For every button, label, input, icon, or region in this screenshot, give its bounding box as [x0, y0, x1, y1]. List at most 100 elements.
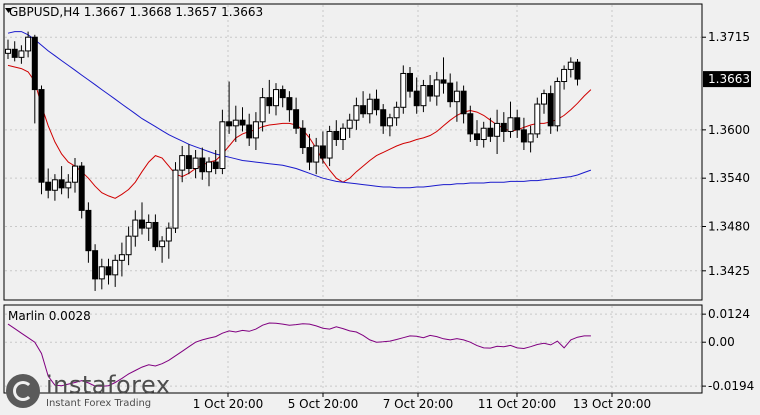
watermark-name: instaforex: [46, 371, 171, 399]
candle-body: [373, 98, 380, 111]
candle: [252, 112, 259, 150]
candle: [179, 145, 186, 183]
candle-body: [92, 250, 99, 280]
indicator-gridlines: [5, 306, 701, 392]
candle: [380, 104, 387, 134]
price-tick-label: 1.3600: [708, 123, 750, 137]
indicator-tick-label: 0.0124: [708, 307, 750, 321]
indicator-tick-label: -0.0194: [708, 379, 754, 393]
collapse-arrow-icon[interactable]: [5, 8, 12, 13]
candle-body: [78, 165, 85, 211]
current-price-box: [703, 71, 751, 88]
candle-body: [172, 169, 179, 229]
candle-body: [534, 103, 541, 135]
current-price-label: 1.3663: [708, 72, 750, 86]
candle: [132, 210, 139, 247]
candle: [286, 91, 293, 122]
candle-body: [386, 117, 393, 127]
candle-body: [98, 266, 105, 280]
candle: [547, 85, 554, 134]
candle: [105, 258, 112, 285]
candle: [574, 58, 581, 86]
candle-body: [487, 127, 494, 137]
candle: [18, 45, 25, 64]
marlin-series-line: [7, 322, 591, 387]
indicator-plot-frame: [3, 304, 703, 394]
candle-body: [427, 85, 434, 97]
candle: [420, 79, 427, 113]
candle-body: [433, 79, 440, 97]
candle: [279, 85, 286, 108]
candle-body: [72, 165, 78, 183]
main-panel: GBPUSD,H4 1.3667 1.3668 1.3657 1.3663: [3, 3, 703, 301]
candle: [232, 105, 239, 142]
candlesticks: [5, 31, 581, 291]
candle-body: [259, 97, 266, 123]
candle: [145, 214, 152, 242]
candle: [293, 97, 300, 134]
candle: [112, 254, 119, 287]
candle-body: [65, 181, 72, 189]
candle-body: [561, 68, 568, 83]
candle-body: [31, 36, 38, 91]
candle: [480, 121, 487, 148]
indicator-axis: 0.0124 0.00 -0.0194: [702, 307, 754, 393]
candle-body: [467, 113, 474, 135]
candle-body: [407, 72, 413, 92]
candle-body: [179, 155, 186, 171]
candle-body: [118, 254, 125, 261]
candle-body: [460, 90, 467, 115]
candle-body: [132, 219, 139, 237]
candle-body: [306, 147, 313, 163]
candle-body: [232, 119, 239, 127]
candle-body: [139, 219, 145, 229]
candle-body: [165, 227, 172, 242]
time-axis: 1 Oct 20:00 5 Oct 20:00 7 Oct 20:00 11 Oct …: [193, 393, 651, 411]
candle: [427, 75, 434, 102]
candle: [373, 89, 380, 116]
candle: [400, 65, 407, 114]
candle: [206, 157, 212, 187]
candle-body: [45, 181, 52, 191]
candle: [192, 149, 199, 179]
candle: [51, 174, 58, 201]
candle-body: [266, 97, 273, 107]
marlin-line: [7, 322, 591, 387]
candle: [25, 31, 32, 58]
candle: [487, 117, 494, 142]
candle: [58, 166, 65, 195]
candle-body: [105, 266, 112, 276]
current-price-marker: 1.3663: [703, 71, 751, 88]
price-tick-label: 1.3540: [708, 171, 750, 185]
candle-body: [333, 130, 340, 141]
candle: [366, 93, 373, 124]
candle: [199, 147, 206, 180]
time-tick-label: 7 Oct 20:00: [383, 397, 454, 411]
candle: [561, 65, 568, 90]
candle-body: [420, 85, 427, 107]
indicator-tick-label: 0.00: [708, 335, 735, 349]
candle-body: [51, 179, 58, 191]
candle-body: [199, 157, 206, 173]
candle: [11, 41, 18, 62]
candle: [313, 137, 320, 175]
candle-body: [159, 240, 166, 248]
candle: [527, 125, 534, 153]
candle-body: [286, 97, 293, 111]
candle-body: [326, 130, 333, 159]
candle: [273, 83, 279, 116]
time-tick-label: 13 Oct 20:00: [573, 397, 651, 411]
candle: [72, 158, 78, 193]
main-gridlines: [5, 5, 701, 299]
candle: [460, 85, 467, 124]
candle: [326, 125, 333, 167]
candle-body: [346, 119, 353, 129]
candle: [440, 57, 447, 94]
candle-body: [366, 98, 373, 115]
time-tick-label: 5 Oct 20:00: [288, 397, 359, 411]
candle: [433, 71, 440, 106]
candle-body: [206, 161, 212, 173]
candle-body: [299, 127, 306, 149]
candle: [447, 73, 454, 108]
instaforex-logo-icon: [6, 374, 40, 408]
